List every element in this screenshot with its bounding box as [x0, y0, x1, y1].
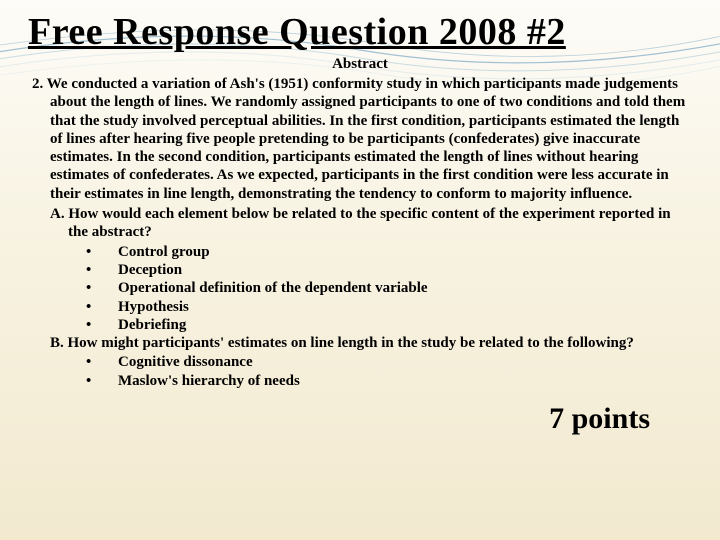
bullet-a-item: •Operational definition of the dependent… [122, 279, 688, 297]
slide-content: Free Response Question 2008 #2 Abstract … [0, 0, 720, 390]
bullet-icon: • [104, 279, 118, 297]
question-number: 2. [32, 76, 43, 92]
points-label: 7 points [549, 402, 650, 436]
bullet-a-label: Hypothesis [118, 299, 189, 315]
bullet-b-item: •Maslow's hierarchy of needs [122, 372, 688, 390]
bullet-icon: • [104, 372, 118, 390]
abstract-label: Abstract [28, 56, 692, 73]
page-title: Free Response Question 2008 #2 [28, 10, 692, 54]
bullet-a-item: •Deception [122, 261, 688, 279]
bullet-icon: • [104, 298, 118, 316]
bullet-a-label: Operational definition of the dependent … [118, 280, 428, 296]
bullet-a-label: Control group [118, 244, 210, 260]
bullet-icon: • [104, 261, 118, 279]
bullet-b-item: •Cognitive dissonance [122, 353, 688, 371]
abstract-text: We conducted a variation of Ash's (1951)… [47, 76, 685, 202]
bullet-a-item: •Debriefing [122, 316, 688, 334]
bullet-b-label: Maslow's hierarchy of needs [118, 373, 300, 389]
part-b-prompt: B. How might participants' estimates on … [68, 334, 688, 352]
abstract-paragraph: 2. We conducted a variation of Ash's (19… [50, 75, 688, 203]
bullet-b-label: Cognitive dissonance [118, 354, 253, 370]
part-a-prompt: A. How would each element below be relat… [68, 205, 688, 242]
bullet-a-item: •Hypothesis [122, 298, 688, 316]
bullet-icon: • [104, 353, 118, 371]
bullet-icon: • [104, 243, 118, 261]
body-block: 2. We conducted a variation of Ash's (19… [28, 75, 692, 390]
bullet-a-label: Debriefing [118, 317, 186, 333]
bullet-a-item: •Control group [122, 243, 688, 261]
bullet-icon: • [104, 316, 118, 334]
bullet-a-label: Deception [118, 262, 182, 278]
